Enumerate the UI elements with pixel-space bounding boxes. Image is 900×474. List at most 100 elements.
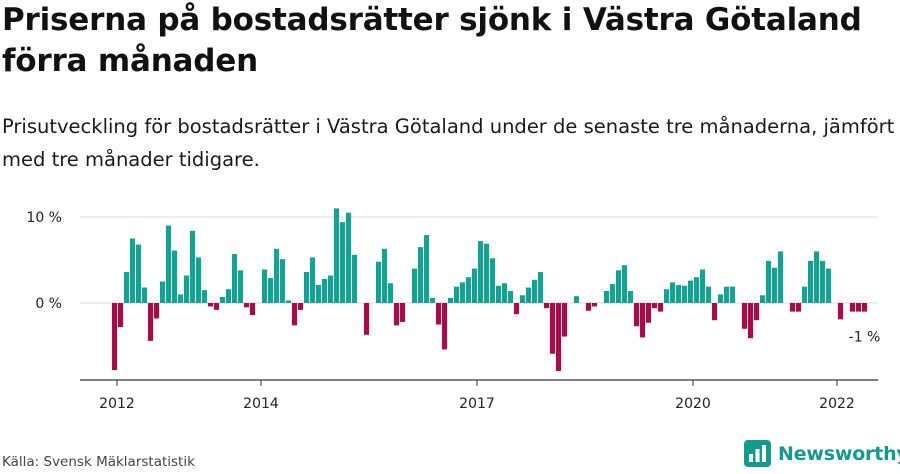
x-tick-label: 2012 <box>99 396 135 412</box>
bar <box>189 230 196 303</box>
newsworthy-logo-icon <box>744 440 771 467</box>
y-tick-label: 0 % <box>35 296 62 312</box>
bar <box>207 303 214 307</box>
bar <box>243 303 250 308</box>
chart-subtitle: Prisutveckling för bostadsrätter i Västr… <box>2 115 895 171</box>
bar <box>351 254 358 303</box>
bar <box>489 258 496 303</box>
bar <box>777 251 784 303</box>
bar <box>675 284 682 303</box>
bar <box>621 265 628 303</box>
bar <box>633 303 640 327</box>
bar <box>603 290 610 303</box>
bar <box>387 283 394 303</box>
bar <box>639 303 646 338</box>
bar <box>273 248 280 303</box>
bar <box>153 303 160 319</box>
bar <box>819 260 826 303</box>
bar <box>861 303 868 312</box>
bar <box>561 303 568 337</box>
bar <box>699 269 706 303</box>
bar <box>717 294 724 303</box>
bar <box>333 208 340 303</box>
bar <box>363 303 370 335</box>
bar <box>645 303 652 323</box>
bar <box>507 290 514 303</box>
bar <box>297 303 304 310</box>
bar <box>813 251 820 303</box>
x-tick-label: 2017 <box>459 396 495 412</box>
bar <box>447 297 454 303</box>
bar <box>801 286 808 303</box>
bar <box>393 303 400 326</box>
bar <box>657 303 664 312</box>
bar-chart: 0 % 10 % 2012 2014 2017 2020 2022 -1 % <box>26 208 880 412</box>
bar <box>129 238 136 303</box>
bar <box>747 303 754 339</box>
bar <box>729 286 736 303</box>
bar <box>441 303 448 350</box>
bar <box>465 277 472 303</box>
bar <box>495 285 502 303</box>
bar <box>327 275 334 303</box>
chart-title: Priserna på bostadsrätter sjönk i Västra… <box>2 2 862 79</box>
bar <box>111 303 118 371</box>
bar <box>279 259 286 303</box>
bar <box>759 295 766 303</box>
bar <box>573 296 580 303</box>
bar <box>315 284 322 303</box>
bar <box>261 269 268 303</box>
brand-logo: Newsworthy <box>744 440 900 467</box>
bar <box>807 260 814 303</box>
bar <box>615 270 622 303</box>
bar <box>531 279 538 303</box>
bar <box>339 222 346 303</box>
bar <box>453 286 460 303</box>
bar <box>741 303 748 329</box>
bar <box>267 278 274 303</box>
bar <box>285 300 292 303</box>
bar <box>429 297 436 303</box>
x-tick-label: 2022 <box>819 396 855 412</box>
bar <box>249 303 256 316</box>
bar <box>585 303 592 311</box>
x-tick-label: 2020 <box>675 396 711 412</box>
bar <box>501 283 508 303</box>
bar <box>837 303 844 320</box>
bar <box>789 303 796 312</box>
bar <box>165 225 172 303</box>
bar <box>141 287 148 303</box>
bar <box>483 243 490 303</box>
bar <box>345 212 352 303</box>
bar <box>213 303 220 310</box>
bar <box>225 289 232 303</box>
bar <box>651 303 658 309</box>
bar <box>555 303 562 371</box>
bar <box>513 303 520 315</box>
bar <box>849 303 856 312</box>
bar <box>711 303 718 321</box>
bar <box>177 294 184 303</box>
bar <box>201 290 208 303</box>
bar <box>399 303 406 322</box>
bar <box>183 275 190 303</box>
bar <box>723 286 730 303</box>
bar <box>825 268 832 303</box>
bar <box>195 257 202 303</box>
bar <box>117 303 124 328</box>
bar <box>765 260 772 303</box>
bar <box>693 277 700 303</box>
bar <box>231 253 238 303</box>
bar <box>321 278 328 303</box>
bar <box>303 272 310 303</box>
bar <box>147 303 154 341</box>
bar <box>237 270 244 303</box>
x-tick-label: 2014 <box>243 396 279 412</box>
bar <box>687 280 694 303</box>
bar <box>309 257 316 303</box>
bar <box>159 281 166 303</box>
bar <box>609 284 616 303</box>
bar <box>435 303 442 325</box>
bar <box>417 247 424 303</box>
source-note: Källa: Svensk Mäklarstatistik <box>2 454 195 470</box>
